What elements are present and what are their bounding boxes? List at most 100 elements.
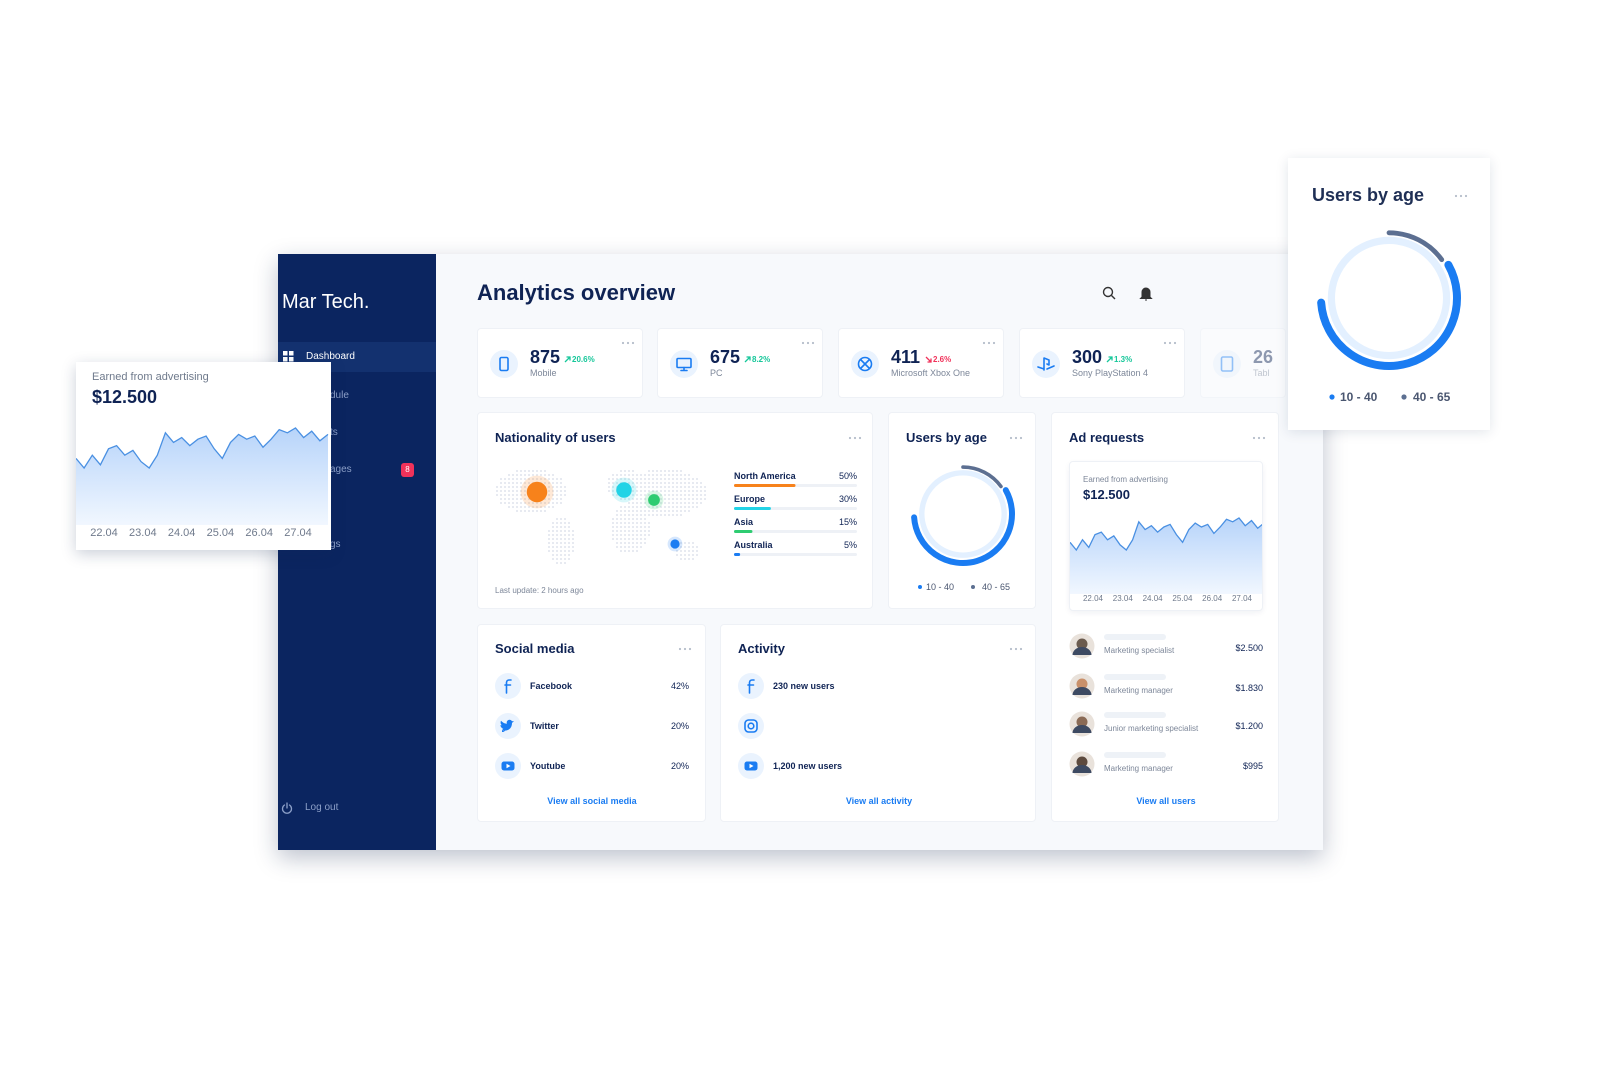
view-all-link[interactable]: View all users <box>1136 795 1196 806</box>
more-dot <box>1252 436 1256 440</box>
map-dot <box>660 474 662 476</box>
view-all-link[interactable]: View all social media <box>547 795 637 806</box>
map-dot <box>676 514 678 516</box>
map-dot <box>628 474 630 476</box>
map-dot <box>632 490 634 492</box>
header-icons[interactable] <box>1100 284 1160 302</box>
social-icon <box>495 673 521 699</box>
blurred-name <box>1104 634 1166 640</box>
map-dot <box>628 478 630 480</box>
stat-label: Tabl <box>1253 367 1270 378</box>
nav-item[interactable]: ages <box>330 464 352 475</box>
map-dot <box>568 546 570 548</box>
map-dot <box>684 482 686 484</box>
more-menu[interactable] <box>1163 341 1179 345</box>
more-menu[interactable] <box>1454 194 1470 198</box>
map-dot <box>508 474 510 476</box>
logout[interactable]: Log out <box>305 802 339 813</box>
nav-item[interactable]: Dashboard <box>306 351 355 362</box>
map-dot <box>508 502 510 504</box>
legend-label: 40 - 65 <box>982 581 1011 592</box>
user-amount: $2.500 <box>1235 642 1263 653</box>
map-dot <box>644 502 646 504</box>
map-dot <box>548 486 550 488</box>
map-dot <box>632 534 634 536</box>
map-dot <box>520 506 522 508</box>
map-dot <box>632 506 634 508</box>
icon-glyph <box>504 679 512 694</box>
more-menu[interactable] <box>848 436 864 440</box>
area-fill <box>76 428 328 525</box>
map-dot <box>564 486 566 488</box>
map-dot <box>636 482 638 484</box>
map-dot <box>524 482 526 484</box>
map-dot <box>696 478 698 480</box>
map-dot <box>688 498 690 500</box>
more-menu[interactable] <box>621 341 637 345</box>
map-dot <box>564 538 566 540</box>
map-dot <box>688 546 690 548</box>
map-dot <box>660 490 662 492</box>
map-dot <box>544 502 546 504</box>
map-dot <box>640 538 642 540</box>
more-dot <box>1019 647 1023 651</box>
icon-glyph <box>501 761 515 771</box>
more-menu[interactable] <box>1252 436 1268 440</box>
map-dot <box>668 514 670 516</box>
map-dot <box>632 478 634 480</box>
more-menu[interactable] <box>1009 436 1025 440</box>
map-dot <box>552 550 554 552</box>
map-dot <box>572 534 574 536</box>
map-dot <box>572 538 574 540</box>
map-dot <box>552 546 554 548</box>
map-dot <box>620 526 622 528</box>
map-dot <box>536 478 538 480</box>
donut-arc <box>1317 260 1461 370</box>
map-dot <box>572 550 574 552</box>
nav-item[interactable]: dule <box>330 390 349 401</box>
map-dot <box>664 502 666 504</box>
map-dot <box>520 502 522 504</box>
stat-card: 875 20.6% Mobile <box>477 328 643 398</box>
nav-item[interactable]: gs <box>330 539 341 550</box>
map-dot <box>676 470 678 472</box>
more-dot <box>1173 341 1177 345</box>
icon-bg <box>490 350 518 378</box>
map-dot <box>552 478 554 480</box>
more-menu[interactable] <box>678 647 694 651</box>
nav-item[interactable]: ts <box>330 427 338 438</box>
region-bar-track <box>734 553 857 556</box>
map-dot <box>572 546 574 548</box>
more-menu[interactable] <box>801 341 817 345</box>
map-dot <box>692 490 694 492</box>
map-dot <box>624 514 626 516</box>
map-dot <box>688 542 690 544</box>
map-dot <box>572 530 574 532</box>
map-dot <box>544 482 546 484</box>
more-menu[interactable] <box>982 341 998 345</box>
map-dot <box>680 550 682 552</box>
map-dot <box>644 522 646 524</box>
map-dot <box>688 478 690 480</box>
map-dot <box>664 486 666 488</box>
icon-glyph <box>747 679 755 694</box>
map-dot <box>564 522 566 524</box>
map-dot <box>532 502 534 504</box>
map-dot <box>640 530 642 532</box>
map-dot <box>524 486 526 488</box>
map-dot <box>688 490 690 492</box>
map-dot <box>640 526 642 528</box>
icon-shape <box>744 719 758 733</box>
map-dot <box>552 494 554 496</box>
more-menu[interactable] <box>1009 647 1025 651</box>
map-dot <box>620 538 622 540</box>
map-dot <box>612 478 614 480</box>
map-dot <box>504 486 506 488</box>
map-dot <box>560 502 562 504</box>
map-dot <box>684 554 686 556</box>
view-all-link[interactable]: View all activity <box>845 795 913 806</box>
map-dot <box>556 502 558 504</box>
activity-icon <box>738 713 764 739</box>
map-dot <box>688 482 690 484</box>
map-dot <box>636 546 638 548</box>
